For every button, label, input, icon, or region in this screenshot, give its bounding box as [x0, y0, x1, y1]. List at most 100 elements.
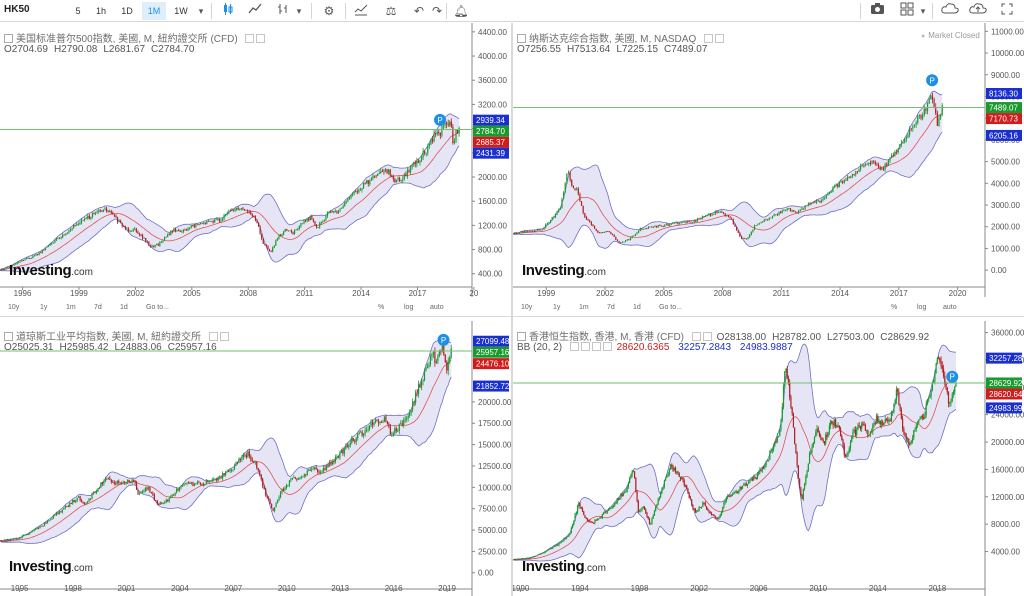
candle-body	[667, 474, 669, 477]
redo-icon[interactable]: ↷	[431, 4, 443, 18]
layout-grid-icon[interactable]	[896, 2, 918, 20]
log-toggle[interactable]: log	[917, 304, 927, 311]
hsi-legend-buttons[interactable]	[691, 332, 714, 343]
chart-panel-dow[interactable]: 0.00 2500.00 5000.00 7500.00 10000.00 12500.0…	[0, 321, 511, 596]
cloud-load-icon[interactable]	[966, 2, 990, 20]
candle-body	[76, 497, 78, 501]
range-10y[interactable]: 10y	[521, 304, 533, 311]
candle-body	[373, 175, 376, 177]
price-tag-label: 8136.30	[989, 90, 1018, 99]
candle-body	[548, 549, 550, 551]
candle-body	[861, 423, 863, 429]
timeframe-1h[interactable]: 1h	[95, 6, 106, 16]
cloud-save-icon[interactable]	[938, 2, 962, 20]
candle-body	[857, 425, 859, 430]
auto-toggle[interactable]: auto	[430, 304, 444, 311]
candle-body	[821, 437, 823, 441]
candle-body	[861, 165, 863, 167]
candle-body	[201, 223, 203, 225]
sp500-legend-buttons[interactable]	[245, 34, 267, 45]
candle-body	[227, 471, 230, 472]
candle-body	[858, 169, 860, 172]
x-tick-label: 2007	[224, 584, 242, 593]
range-7d[interactable]: 7d	[607, 304, 615, 311]
candle-body	[322, 221, 324, 223]
dow-chart-canvas[interactable]: 0.00 2500.00 5000.00 7500.00 10000.00 12500.0…	[0, 321, 511, 596]
range-1y[interactable]: 1y	[40, 304, 48, 311]
indicators-icon[interactable]	[350, 2, 372, 20]
timeframe-1d[interactable]: 1D	[121, 6, 133, 16]
range-1d[interactable]: 1d	[633, 304, 641, 311]
auto-toggle[interactable]: auto	[943, 304, 957, 311]
candle-body	[784, 371, 786, 387]
dow-title-row: 道琼斯工业平均指数, 美國, M, 紐約證交所	[4, 328, 231, 343]
range-1y[interactable]: 1y	[553, 304, 561, 311]
candle-body	[22, 260, 25, 261]
candle-body	[544, 551, 546, 553]
percent-toggle[interactable]: %	[891, 304, 898, 311]
nasdaq-high: 7513.64	[574, 44, 611, 55]
hsi-chart-canvas[interactable]: 4000.00 8000.00 12000.00 16000.00 20000.00 24…	[513, 321, 1024, 596]
candle-body	[605, 231, 607, 233]
collapse-toggle-icon[interactable]	[517, 332, 526, 341]
hsi-title-row: 香港恒生指数, 香港, M, 香港 (CFD) O28138.00 H28782.…	[517, 328, 935, 343]
candle-body	[662, 225, 664, 227]
goto-button[interactable]: Go to...	[146, 304, 169, 311]
layout-dropdown-icon[interactable]: ▾	[920, 6, 926, 16]
vertical-divider[interactable]	[511, 23, 513, 596]
dow-legend-buttons[interactable]	[208, 332, 231, 343]
range-1d[interactable]: 1d	[120, 304, 128, 311]
price-tag-label: 28620.64	[989, 390, 1023, 399]
candle-body	[706, 215, 708, 217]
candle-body	[574, 514, 576, 521]
collapse-toggle-icon[interactable]	[4, 332, 13, 341]
range-10y[interactable]: 10y	[8, 304, 20, 311]
alert-bell-icon[interactable]: 🔔︎	[453, 4, 469, 18]
percent-toggle[interactable]: %	[378, 304, 385, 311]
candle-body	[49, 519, 52, 521]
bb-legend-buttons[interactable]	[569, 342, 614, 353]
candle-body	[87, 215, 89, 219]
horizontal-divider[interactable]	[0, 316, 1024, 317]
timeframe-5[interactable]: 5	[75, 6, 81, 16]
candlestick-icon[interactable]	[217, 2, 239, 20]
timeframe-dropdown-icon[interactable]: ▾	[198, 6, 204, 16]
sp500-chart-canvas[interactable]: 400.00800.001200.001600.002000.002400.00…	[0, 23, 511, 300]
compare-scale-icon[interactable]: ⚖	[385, 4, 397, 18]
hsi-close: 28629.92	[887, 332, 930, 343]
log-toggle[interactable]: log	[404, 304, 414, 311]
candle-body	[340, 449, 342, 453]
candle-body	[826, 434, 828, 437]
nasdaq-legend-buttons[interactable]	[704, 34, 726, 45]
bar-style-icon[interactable]	[272, 2, 294, 20]
range-1m[interactable]: 1m	[66, 304, 76, 311]
sp500-title-row: 美国标准普尔500指数, 美國, M, 紐約證交所 (CFD)	[4, 30, 267, 45]
candle-body	[402, 178, 404, 181]
candle-body	[637, 500, 639, 512]
candle-body	[24, 259, 26, 261]
candle-body	[775, 214, 777, 216]
symbol-field[interactable]: HK50	[4, 4, 30, 15]
nasdaq-chart-canvas[interactable]: 0.00 1000.00 2000.00 3000.00 4000.00 5000.00 6…	[513, 23, 1024, 300]
collapse-toggle-icon[interactable]	[517, 34, 526, 43]
chart-panel-nasdaq[interactable]: 0.00 1000.00 2000.00 3000.00 4000.00 5000.00 6…	[513, 23, 1024, 300]
candle-body	[884, 419, 886, 423]
chart-panel-hsi[interactable]: 4000.00 8000.00 12000.00 16000.00 20000.00 24…	[513, 321, 1024, 596]
candle-body	[95, 491, 98, 493]
chart-style-dropdown-icon[interactable]: ▾	[296, 6, 302, 16]
line-chart-icon[interactable]	[244, 2, 266, 20]
camera-icon[interactable]	[866, 2, 888, 20]
candle-body	[410, 409, 412, 414]
range-1m[interactable]: 1m	[579, 304, 589, 311]
timeframe-1m[interactable]: 1M	[142, 2, 166, 20]
collapse-toggle-icon[interactable]	[4, 34, 13, 43]
candle-body	[894, 400, 896, 404]
goto-button[interactable]: Go to...	[659, 304, 682, 311]
range-7d[interactable]: 7d	[94, 304, 102, 311]
timeframe-1w[interactable]: 1W	[174, 6, 188, 16]
fullscreen-icon[interactable]	[996, 2, 1018, 20]
gear-icon[interactable]: ⚙	[323, 4, 335, 18]
chart-panel-sp500[interactable]: 400.00800.001200.001600.002000.002400.00…	[0, 23, 511, 300]
candle-body	[436, 131, 438, 135]
undo-icon[interactable]: ↶	[413, 4, 425, 18]
